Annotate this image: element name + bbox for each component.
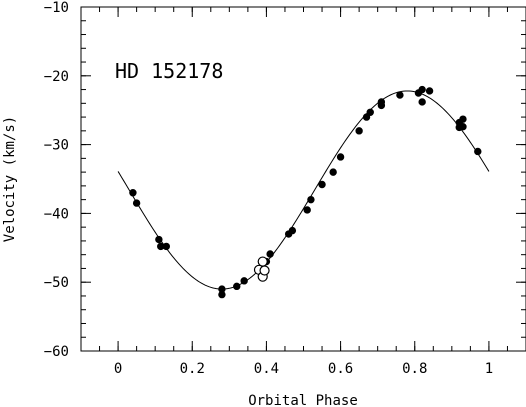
filled-data-point (459, 115, 467, 123)
x-axis-label: Orbital Phase (248, 393, 358, 407)
filled-data-point (318, 180, 326, 189)
orbit-fit-curve (117, 90, 490, 290)
y-tick-label: −50 (44, 275, 69, 291)
y-tick-label: −40 (44, 206, 69, 222)
axis-ticks (80, 6, 526, 352)
filled-data-point (162, 242, 170, 251)
filled-data-point (218, 285, 226, 293)
filled-data-point (155, 235, 163, 244)
filled-data-point (240, 277, 248, 285)
filled-data-point (377, 101, 386, 110)
star-name-annotation: HD 152178 (115, 59, 223, 83)
y-tick-labels: −10 −20 −30 −40 −50 −60 (44, 0, 69, 360)
filled-data-point (266, 250, 274, 258)
filled-data-point (366, 108, 374, 116)
x-tick-label: 0.8 (402, 361, 427, 377)
x-tick-label: 0.6 (328, 361, 353, 377)
filled-data-point (233, 282, 241, 291)
filled-data-point (418, 85, 426, 94)
filled-data-point (329, 168, 337, 176)
x-tick-labels: 0 0.2 0.4 0.6 0.8 1 (114, 361, 493, 377)
filled-data-point (336, 153, 345, 161)
open-data-point (259, 265, 270, 276)
x-tick-label: 1 (485, 361, 493, 377)
x-tick-label: 0 (114, 361, 122, 377)
filled-data-point (288, 226, 297, 235)
filled-data-point (303, 206, 311, 214)
data-points (129, 85, 482, 299)
filled-data-point (474, 147, 482, 156)
filled-data-point (425, 87, 434, 95)
filled-data-point (418, 98, 426, 106)
x-tick-label: 0.4 (254, 361, 279, 377)
y-tick-label: −20 (44, 69, 69, 85)
y-tick-label: −30 (44, 138, 69, 154)
filled-data-point (396, 91, 404, 99)
filled-data-point (307, 195, 315, 204)
filled-data-point (362, 113, 371, 121)
filled-data-point (355, 127, 363, 135)
y-tick-label: −60 (44, 344, 69, 360)
filled-data-point (132, 199, 141, 207)
filled-data-point (129, 189, 137, 197)
open-data-point (257, 256, 268, 267)
x-tick-label: 0.2 (180, 361, 205, 377)
y-axis-label: Velocity (km/s) (2, 116, 18, 242)
filled-data-point (459, 123, 467, 131)
y-tick-label: −10 (44, 0, 69, 16)
